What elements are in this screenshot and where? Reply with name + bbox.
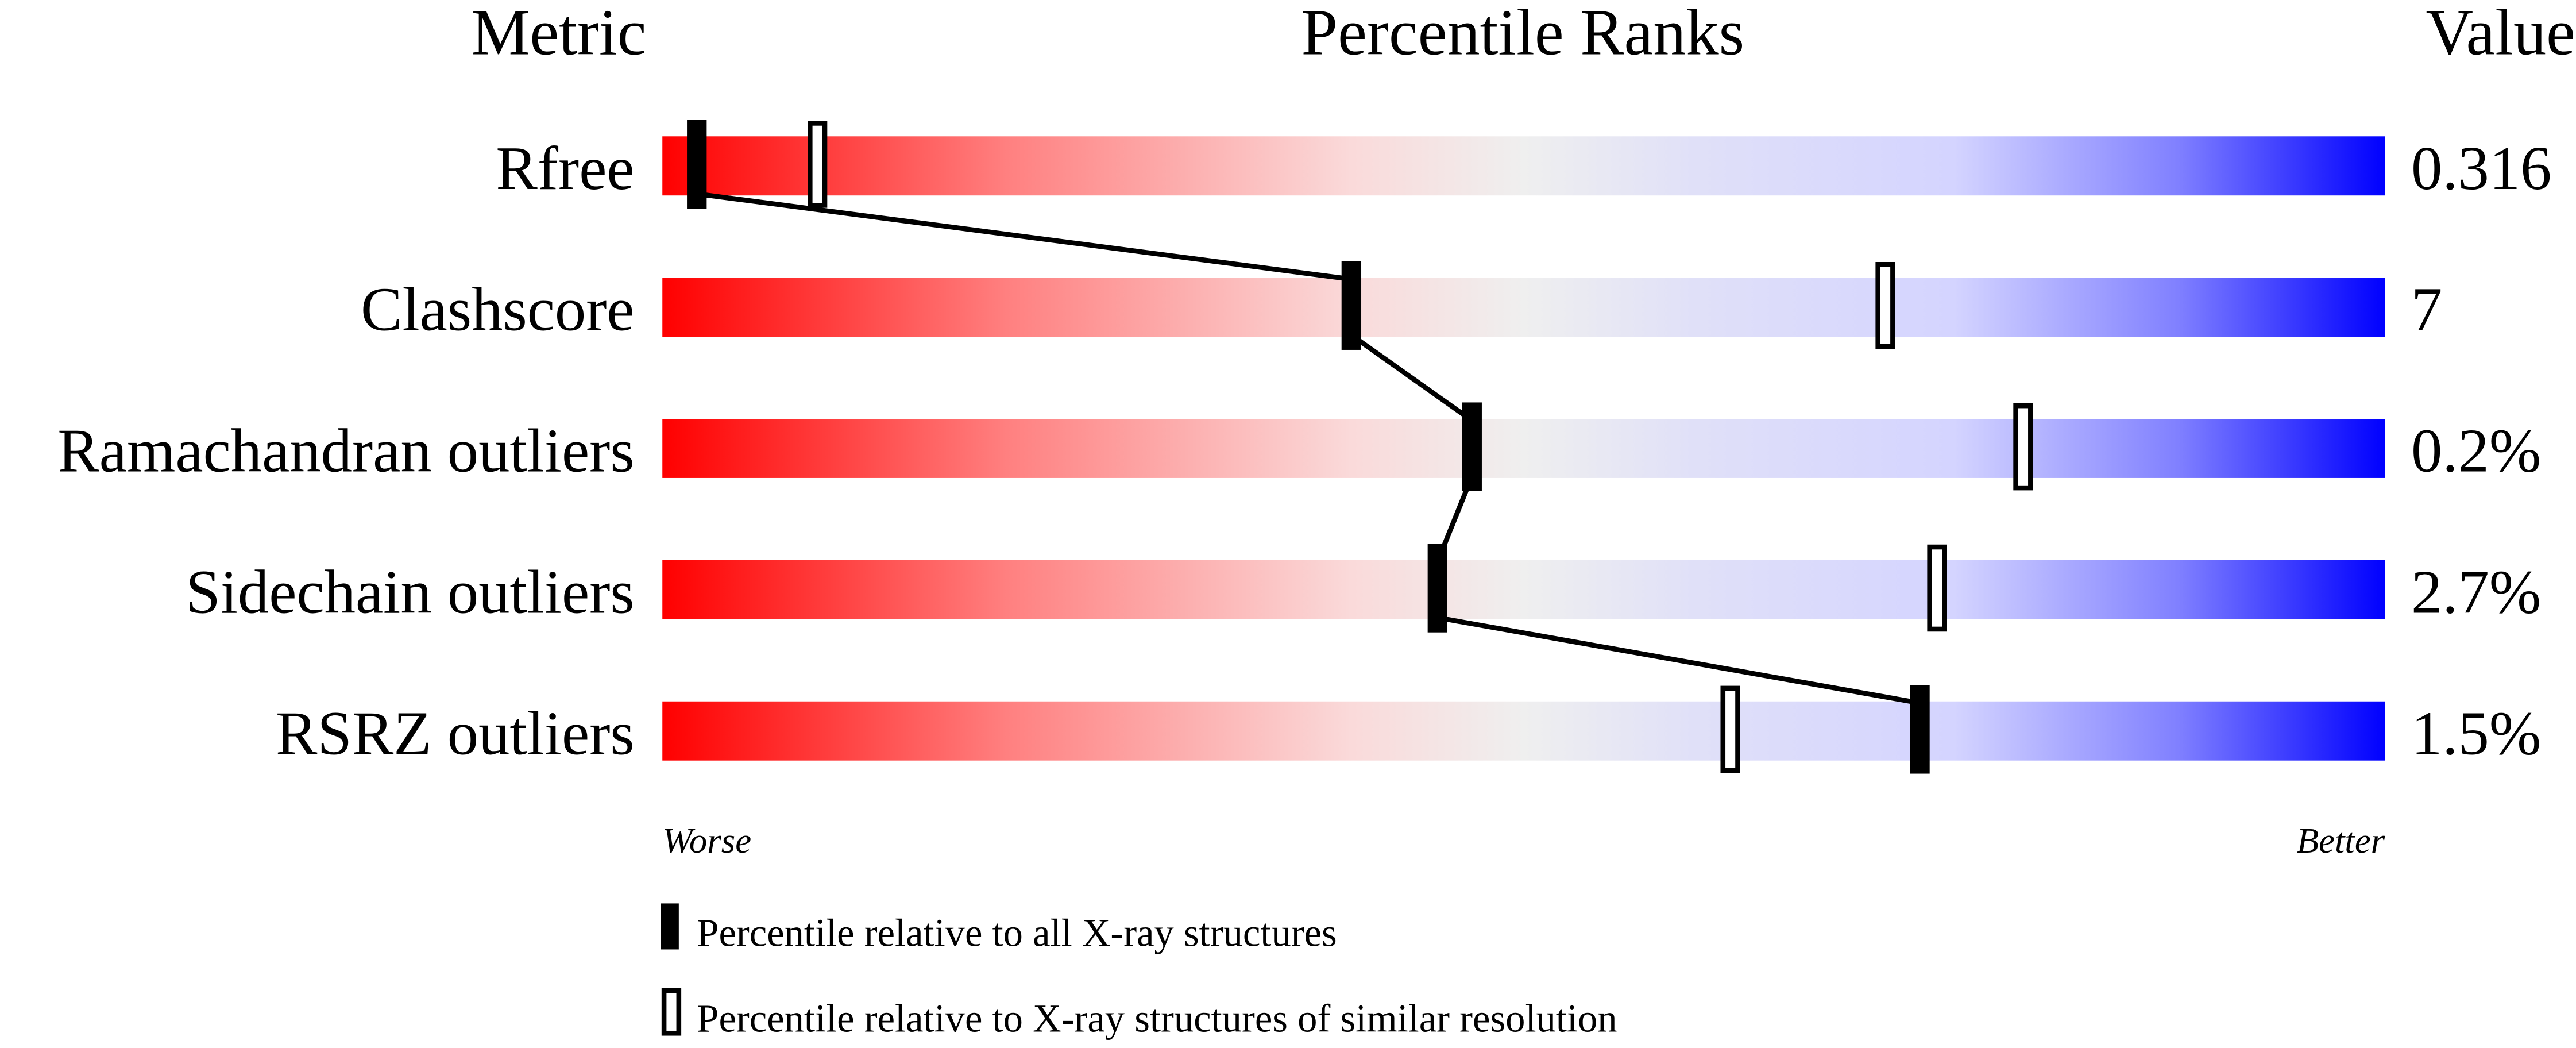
percentile-bar: [662, 419, 2385, 478]
connector-line: [696, 191, 1352, 282]
value-header: Value: [2426, 0, 2575, 68]
legend-filled-marker: [661, 903, 679, 950]
legend-open-label: Percentile relative to X-ray structures …: [697, 996, 1617, 1040]
all-structures-marker: [1427, 544, 1447, 633]
metric-value: 7: [2411, 275, 2442, 344]
connector-line: [1350, 333, 1474, 423]
metric-label: Clashscore: [361, 275, 635, 344]
all-structures-marker: [687, 120, 707, 209]
connector-line: [1437, 615, 1921, 706]
similar-resolution-marker: [1720, 685, 1740, 773]
similar-resolution-marker: [1875, 261, 1895, 349]
metric-label: RSRZ outliers: [276, 699, 635, 768]
percentile-bar: [662, 560, 2385, 619]
legend-open-marker: [661, 988, 682, 1036]
legend-filled-label: Percentile relative to all X-ray structu…: [697, 911, 1337, 955]
similar-resolution-marker: [808, 121, 828, 208]
similar-resolution-marker: [1927, 544, 1947, 632]
metric-value: 1.5%: [2411, 699, 2541, 768]
percentile-bar: [662, 136, 2385, 196]
percentile-bar: [662, 701, 2385, 761]
better-label: Better: [2297, 820, 2385, 861]
metric-value: 0.316: [2411, 134, 2551, 203]
percentile-bar: [662, 278, 2385, 337]
metric-label: Sidechain outliers: [186, 557, 634, 626]
all-structures-marker: [1462, 402, 1482, 491]
metric-label: Ramachandran outliers: [57, 417, 634, 486]
similar-resolution-marker: [2013, 403, 2033, 491]
metric-label: Rfree: [496, 134, 634, 203]
metric-header: Metric: [472, 0, 647, 68]
worse-label: Worse: [662, 820, 751, 861]
all-structures-marker: [1341, 261, 1362, 350]
all-structures-marker: [1910, 685, 1930, 774]
metric-value: 0.2%: [2411, 417, 2541, 486]
percentile-ranks-header: Percentile Ranks: [1301, 0, 1745, 68]
metric-value: 2.7%: [2411, 557, 2541, 626]
